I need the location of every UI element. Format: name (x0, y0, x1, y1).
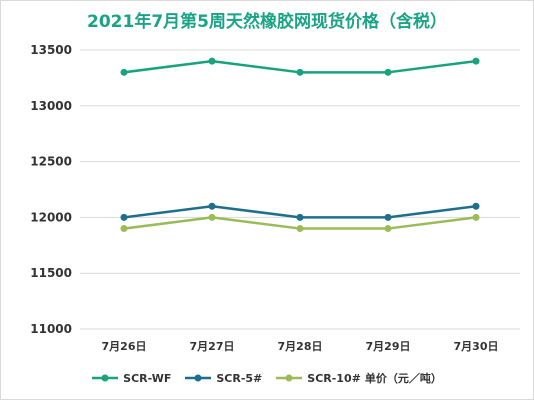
legend-label-scr-10: SCR-10# (307, 371, 361, 385)
legend-swatch-scr-10 (276, 374, 303, 382)
gridlines (80, 49, 520, 330)
legend-item-scr-wf: SCR-WF (92, 371, 171, 385)
data-point-scr-10 (472, 213, 480, 221)
data-point-scr-10 (120, 225, 128, 233)
data-point-scr-5 (384, 213, 392, 221)
x-tick-label: 7月29日 (366, 340, 411, 353)
series-lines (120, 57, 480, 233)
data-point-scr-10 (296, 225, 304, 233)
y-axis-ticks: 11000 11500 12000 12500 13000 13500 (30, 43, 72, 336)
x-tick-label: 7月27日 (190, 340, 235, 353)
y-tick-label: 13000 (30, 99, 72, 113)
data-point-scr-10 (208, 213, 216, 221)
x-tick-label: 7月26日 (102, 340, 147, 353)
data-point-scr-wf (384, 68, 392, 76)
legend-item-scr-10: SCR-10# 单价（元／吨） (276, 370, 442, 386)
data-point-scr-wf (296, 68, 304, 76)
data-point-scr-5 (472, 202, 480, 210)
data-point-scr-wf (120, 68, 128, 76)
legend-item-scr-5: SCR-5# (185, 371, 262, 385)
chart-title: 2021年7月第5周天然橡胶网现货价格（含税） (87, 12, 447, 32)
data-point-scr-10 (384, 225, 392, 233)
y-tick-label: 13500 (30, 43, 72, 57)
x-tick-label: 7月28日 (278, 340, 323, 353)
legend-swatch-scr-wf (92, 374, 119, 382)
x-tick-label: 7月30日 (454, 340, 499, 353)
data-point-scr-5 (296, 213, 304, 221)
legend-label-scr-wf: SCR-WF (123, 371, 172, 385)
legend: SCR-WF SCR-5# SCR-10# 单价（元／吨） (0, 370, 534, 386)
y-tick-label: 11000 (30, 322, 72, 336)
y-tick-label: 12000 (30, 210, 72, 224)
data-point-scr-5 (208, 202, 216, 210)
y-tick-label: 11500 (30, 266, 72, 280)
unit-label: 单价（元／吨） (364, 372, 442, 385)
x-axis-ticks: 7月26日 7月27日 7月28日 7月29日 7月30日 (102, 340, 499, 353)
data-point-scr-5 (120, 213, 128, 221)
legend-label-scr-5: SCR-5# (216, 371, 263, 385)
legend-swatch-scr-5 (185, 374, 212, 382)
data-point-scr-wf (472, 57, 480, 65)
y-tick-label: 12500 (30, 155, 72, 169)
data-point-scr-wf (208, 57, 216, 65)
